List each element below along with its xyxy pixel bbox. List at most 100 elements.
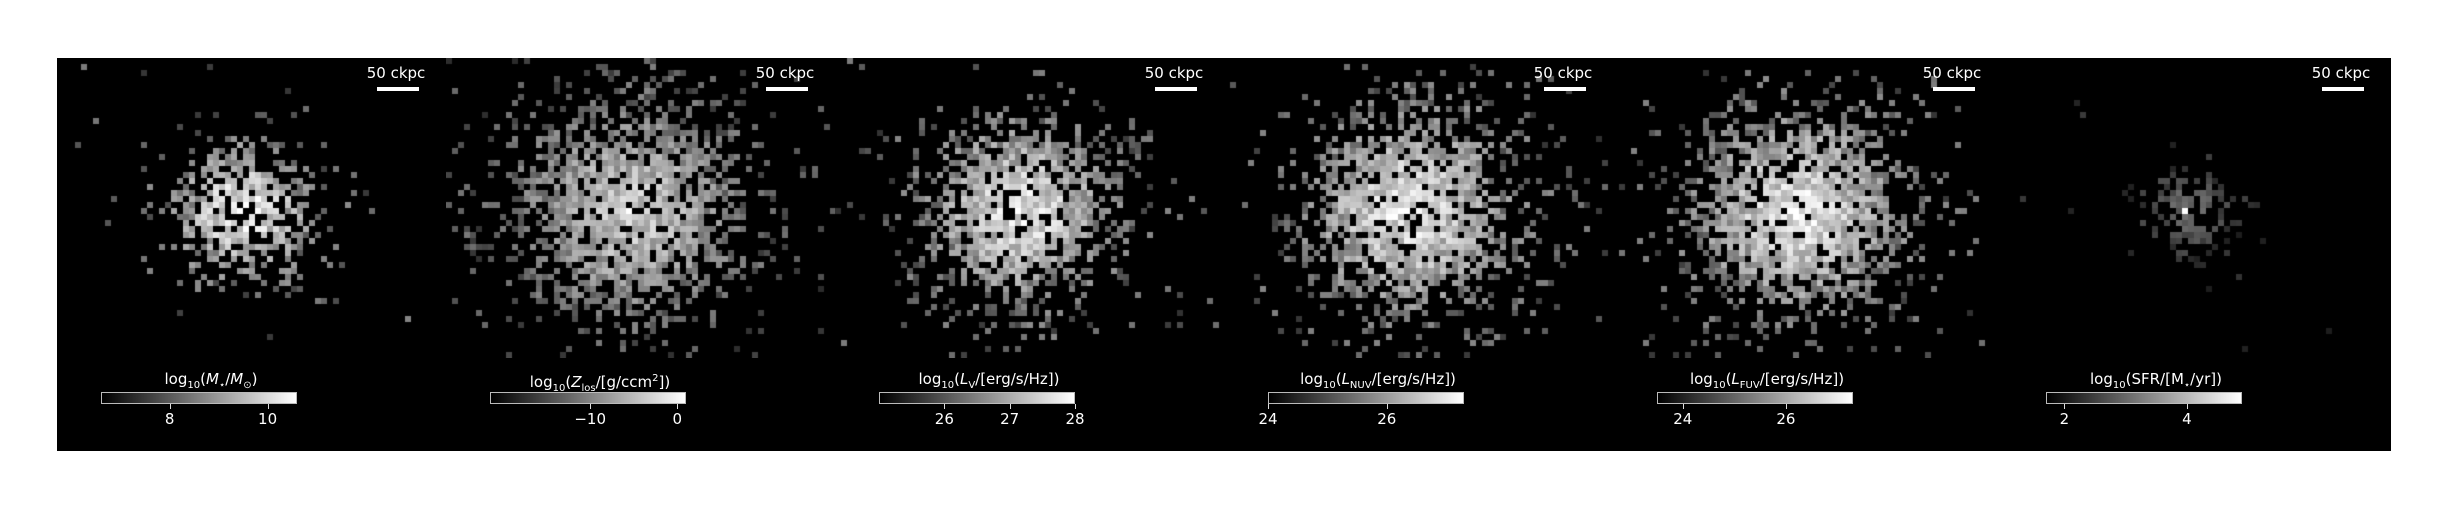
colorbar-tick-label: 10	[258, 410, 278, 428]
scale-bar-label: 50 ckpc	[1144, 64, 1204, 82]
colorbar-label-part: L	[1731, 370, 1740, 388]
colorbar-label: log10(LV/[erg/s/Hz])	[879, 370, 1099, 395]
colorbar-label-part: log	[164, 370, 188, 388]
pixel-map-image	[1613, 58, 2002, 358]
scale-bar-label: 50 ckpc	[366, 64, 426, 82]
colorbar-label-part: log	[918, 370, 942, 388]
colorbar-tick	[2186, 404, 2188, 409]
colorbar-tick	[944, 404, 946, 409]
colorbar-label: log10(LFUV/[erg/s/Hz])	[1657, 370, 1877, 395]
colorbar-label-part: L	[959, 370, 969, 388]
scale-bar	[1155, 87, 1197, 91]
colorbar-label-part: /[erg/s/Hz])	[1759, 370, 1845, 388]
colorbar	[879, 392, 1075, 404]
colorbar-label-part: M	[230, 370, 244, 388]
colorbar-label-part: M	[205, 370, 219, 388]
scale-bar	[1544, 87, 1586, 91]
colorbar-tick	[677, 404, 679, 409]
colorbar-label-part: ⋆	[218, 380, 226, 391]
colorbar-tick	[1009, 404, 1011, 409]
colorbar-label-part: (	[1725, 370, 1732, 388]
colorbar-label: log10(Zlos/[g/ccm2])	[490, 370, 710, 398]
colorbar-tick-label: 24	[1673, 410, 1693, 428]
colorbar-label-part: log	[529, 373, 553, 391]
colorbar	[2046, 392, 2242, 404]
colorbar-tick	[1785, 404, 1787, 409]
colorbar-label-part: log	[1300, 370, 1323, 388]
scale-bar	[1933, 87, 1975, 91]
colorbar-tick-label: 26	[1377, 410, 1397, 428]
colorbar-tick	[590, 404, 592, 409]
colorbar-label-part: (	[565, 373, 572, 391]
colorbar	[490, 392, 686, 404]
colorbar-label-part: 10	[552, 383, 566, 394]
colorbar-label-part: (	[954, 370, 960, 388]
colorbar	[1657, 392, 1853, 404]
colorbar-label-part: )	[251, 370, 258, 388]
panel-sfr: 50 ckpc log10(SFR/[M⋆/yr]) 2 4	[2002, 58, 2391, 451]
colorbar-label-part: FUV	[1739, 380, 1760, 391]
colorbar-tick	[2064, 404, 2066, 409]
colorbar-label-part: /[g/ccm	[595, 373, 653, 391]
colorbar-label-part: 2	[652, 373, 659, 384]
pixel-map-image	[2002, 58, 2391, 358]
colorbar-tick-label: 2	[2059, 410, 2070, 428]
colorbar-tick	[1682, 404, 1684, 409]
colorbar-label: log10(M⋆/M⊙)	[101, 370, 321, 395]
panel-fuv: 50 ckpc log10(LFUV/[erg/s/Hz]) 24 26	[1613, 58, 2002, 451]
colorbar-label-part: los	[581, 383, 596, 394]
colorbar-label-part: 10	[2112, 380, 2126, 391]
colorbar-tick-label: 26	[1776, 410, 1796, 428]
colorbar-label-part: /	[225, 370, 231, 388]
colorbar	[1268, 392, 1464, 404]
colorbar-tick	[1075, 404, 1076, 409]
colorbar-label-part: L	[1341, 370, 1350, 388]
colorbar-tick	[169, 404, 171, 409]
panel-v-band: 50 ckpc log10(LV/[erg/s/Hz]) 26 27 28	[835, 58, 1224, 451]
colorbar-label-part: ⋆	[2183, 380, 2191, 391]
pixel-map-image	[57, 58, 446, 358]
figure-strip: 50 ckpc log10(M⋆/M⊙) 8 10 50 ckpc log10(Zlos/…	[57, 58, 2391, 451]
panel-nuv: 50 ckpc log10(LNUV/[erg/s/Hz]) 24 26	[1224, 58, 1613, 451]
colorbar-tick-label: 24	[1258, 410, 1278, 428]
pixel-map-image	[1224, 58, 1613, 358]
colorbar-tick	[1386, 404, 1388, 409]
colorbar-label-part: Z	[571, 373, 582, 391]
scale-bar-label: 50 ckpc	[1922, 64, 1982, 82]
colorbar-label-part: /[erg/s/Hz])	[975, 370, 1060, 388]
colorbar-label-part: /[erg/s/Hz])	[1371, 370, 1456, 388]
colorbar-label-part: 10	[941, 380, 955, 391]
colorbar-label: log10(SFR/[M⋆/yr])	[2046, 370, 2266, 395]
panel-mass: 50 ckpc log10(M⋆/M⊙) 8 10	[57, 58, 446, 451]
colorbar-label-part: 10	[1322, 380, 1336, 391]
scale-bar-label: 50 ckpc	[1533, 64, 1593, 82]
colorbar-label-part: 10	[187, 380, 201, 391]
scale-bar-label: 50 ckpc	[755, 64, 815, 82]
pixel-map-image	[835, 58, 1224, 358]
colorbar-tick	[267, 404, 269, 409]
colorbar-label-part: 10	[1712, 380, 1726, 391]
colorbar-label-part: (	[200, 370, 206, 388]
scale-bar-label: 50 ckpc	[2311, 64, 2371, 82]
colorbar-tick-label: 4	[2182, 410, 2192, 428]
scale-bar	[377, 87, 419, 91]
colorbar-label-part: V	[968, 380, 976, 391]
pixel-map-image	[446, 58, 835, 358]
colorbar-label-part: ⊙	[243, 380, 252, 391]
colorbar-tick-label: 26	[934, 410, 954, 428]
colorbar-label-part: ])	[658, 373, 671, 391]
colorbar-label-part: /yr])	[2190, 370, 2222, 388]
colorbar-label-part: log	[2090, 370, 2113, 388]
colorbar-label-part: (SFR/[M	[2125, 370, 2184, 388]
colorbar-tick	[1268, 404, 1269, 409]
panel-metallicity: 50 ckpc log10(Zlos/[g/ccm2]) −10 0	[446, 58, 835, 451]
colorbar-tick-label: 0	[672, 410, 683, 428]
colorbar-tick-label: 27	[1000, 410, 1020, 428]
colorbar-tick-label: −10	[574, 410, 606, 428]
colorbar-label-part: (	[1335, 370, 1342, 388]
colorbar-tick-label: 28	[1065, 410, 1085, 428]
colorbar	[101, 392, 297, 404]
colorbar-tick-label: 8	[164, 410, 175, 428]
colorbar-label: log10(LNUV/[erg/s/Hz])	[1268, 370, 1488, 395]
scale-bar	[2322, 87, 2364, 91]
